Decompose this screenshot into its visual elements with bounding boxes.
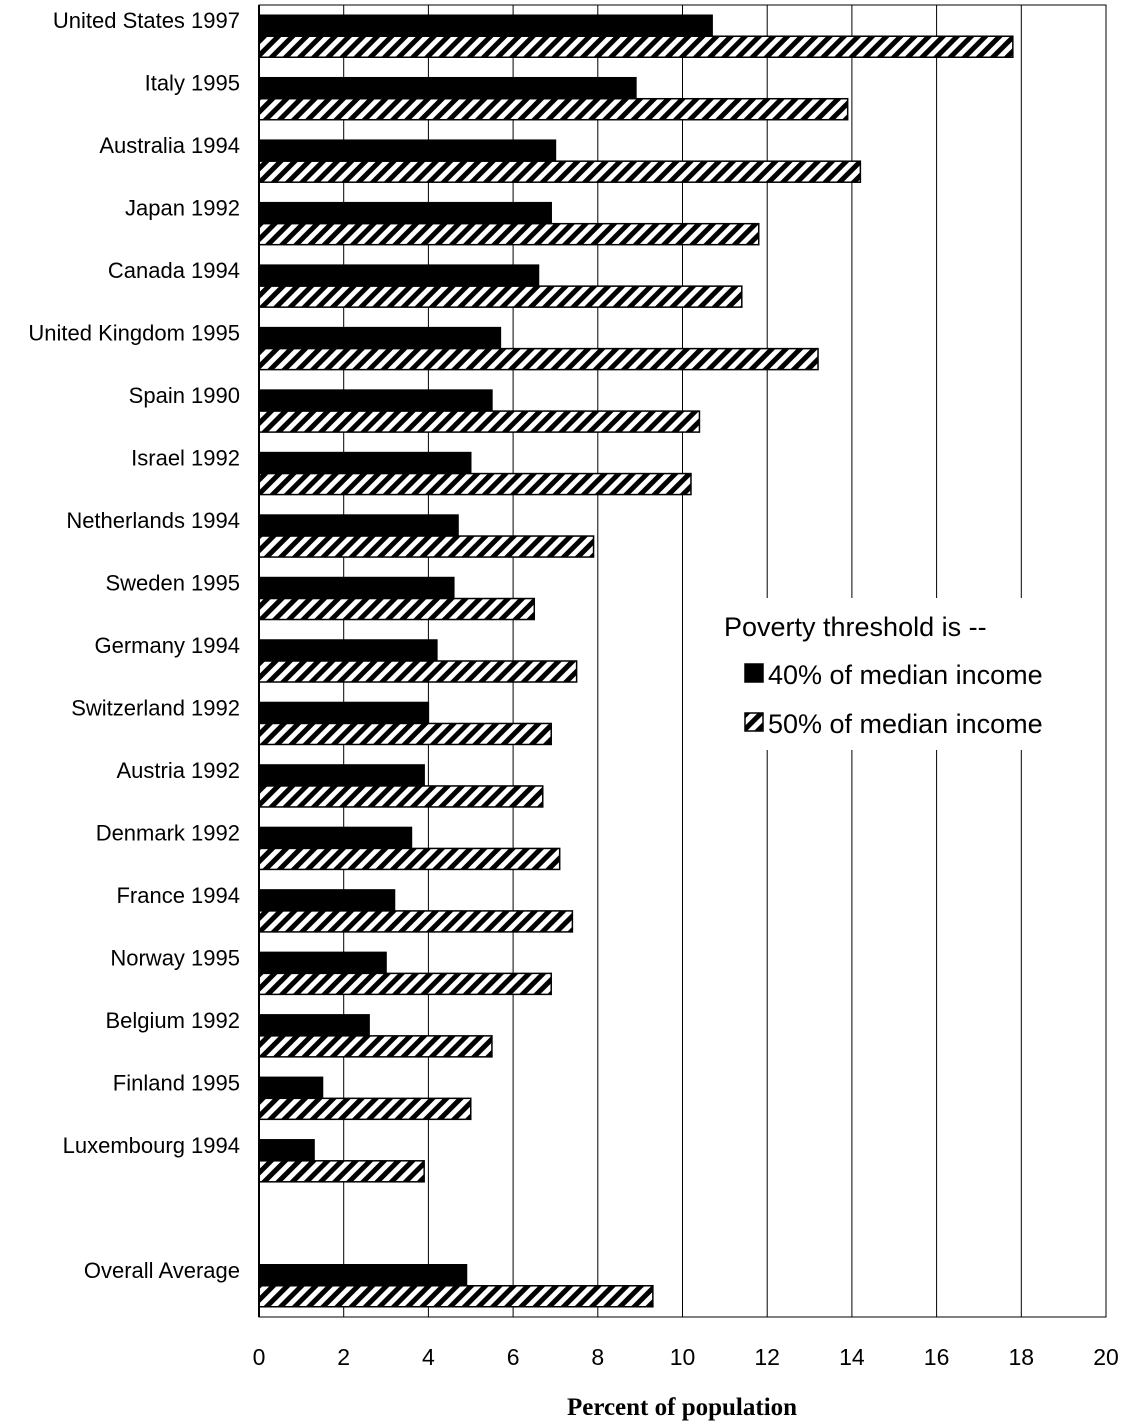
x-tick-label: 8: [591, 1344, 604, 1370]
bar-40pct: [258, 1014, 370, 1037]
x-tick-label: 4: [422, 1344, 435, 1370]
bar-50pct: [258, 660, 578, 683]
bar-40pct: [258, 389, 493, 412]
legend-label-40pct: 40% of median income: [768, 660, 1043, 690]
legend-background: [712, 598, 1092, 750]
category-label: Israel 1992: [131, 446, 240, 471]
bar-50pct: [258, 535, 595, 558]
x-tick-label: 18: [1009, 1344, 1035, 1370]
category-label: France 1994: [116, 883, 240, 908]
bar-40pct: [258, 701, 430, 725]
category-label: United States 1997: [53, 8, 240, 33]
bar-40pct: [258, 201, 552, 225]
bar-50pct: [258, 722, 552, 746]
bar-50pct: [258, 785, 544, 808]
bar-50pct: [258, 35, 1014, 58]
x-tick-label: 20: [1093, 1344, 1119, 1370]
bar-40pct: [258, 264, 540, 287]
legend-title: Poverty threshold is --: [724, 612, 987, 642]
bar-40pct: [258, 639, 438, 662]
category-label: Japan 1992: [125, 196, 240, 221]
category-label: Finland 1995: [113, 1070, 240, 1095]
legend-swatch-40pct: [744, 663, 764, 683]
category-label: Germany 1994: [94, 633, 240, 658]
bar-50pct: [258, 347, 819, 371]
x-tick-label: 2: [337, 1344, 350, 1370]
bar-40pct: [258, 451, 472, 475]
bar-50pct: [258, 410, 701, 433]
bar-50pct: [258, 972, 552, 996]
bars: [258, 14, 1014, 1308]
bar-50pct: [258, 1097, 472, 1121]
category-label: Luxembourg 1994: [63, 1133, 240, 1158]
bar-40pct: [258, 764, 425, 787]
bar-50pct: [258, 472, 692, 496]
bar-50pct: [258, 222, 760, 246]
bar-50pct: [258, 910, 574, 933]
x-tick-labels: 0 2 4 6 8 10 12 14 16 18 20: [253, 1344, 1119, 1370]
x-tick-label: 12: [754, 1344, 780, 1370]
x-tick-label: 0: [253, 1344, 266, 1370]
category-label: Spain 1990: [129, 383, 240, 408]
bar-40pct: [258, 1076, 324, 1100]
bar-40pct: [258, 951, 387, 975]
x-tick-label: 14: [839, 1344, 865, 1370]
bar-50pct: [258, 285, 743, 308]
category-labels: United States 1997 Italy 1995 Australia 19…: [28, 8, 240, 1283]
bar-40pct: [258, 1139, 315, 1162]
bar-50pct: [258, 1160, 425, 1183]
category-label: Canada 1994: [108, 258, 240, 283]
bar-40pct: [258, 889, 396, 912]
bar-40pct: [258, 826, 413, 850]
category-label: Norway 1995: [110, 945, 240, 970]
legend-label-50pct: 50% of median income: [768, 709, 1043, 739]
category-label: Overall Average: [84, 1258, 240, 1283]
bar-50pct: [258, 597, 536, 621]
category-label: Australia 1994: [99, 133, 240, 158]
legend-swatch-50pct: [744, 712, 764, 732]
category-label: Sweden 1995: [105, 571, 240, 596]
x-tick-label: 10: [670, 1344, 696, 1370]
category-label: Austria 1992: [116, 758, 240, 783]
category-label: Denmark 1992: [96, 820, 240, 845]
bar-50pct: [258, 847, 561, 871]
bar-40pct: [258, 1264, 468, 1287]
category-label: Belgium 1992: [105, 1008, 240, 1033]
axes: [258, 4, 1107, 1318]
bar-50pct: [258, 97, 849, 121]
bar-40pct: [258, 76, 637, 100]
bar-40pct: [258, 139, 557, 162]
bar-50pct: [258, 160, 862, 183]
category-label: Italy 1995: [145, 71, 240, 96]
bar-40pct: [258, 326, 502, 350]
category-label: Netherlands 1994: [66, 508, 240, 533]
bar-40pct: [258, 14, 713, 37]
x-tick-label: 16: [924, 1344, 950, 1370]
bar-40pct: [258, 514, 459, 537]
x-axis-title: Percent of population: [567, 1394, 797, 1421]
legend: Poverty threshold is -- 40% of median in…: [712, 598, 1092, 750]
bar-50pct: [258, 1035, 493, 1058]
x-tick-label: 6: [507, 1344, 520, 1370]
category-label: United Kingdom 1995: [28, 321, 240, 346]
category-label: Switzerland 1992: [71, 695, 240, 720]
bar-50pct: [258, 1285, 654, 1308]
bar-40pct: [258, 576, 455, 600]
